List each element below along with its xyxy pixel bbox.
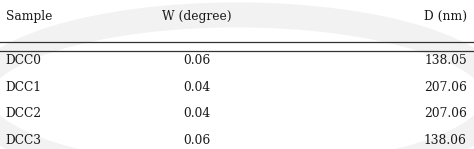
Text: DCC2: DCC2 [6,107,42,120]
Text: 0.04: 0.04 [183,107,210,120]
Text: Sample: Sample [6,10,52,23]
Text: D (nm): D (nm) [424,10,467,23]
Text: W (degree): W (degree) [162,10,231,23]
Text: 0.06: 0.06 [183,134,210,147]
Text: DCC1: DCC1 [6,81,42,94]
Text: DCC3: DCC3 [6,134,42,147]
Text: 138.06: 138.06 [424,134,467,147]
Text: 0.06: 0.06 [183,54,210,67]
Text: 207.06: 207.06 [424,81,467,94]
Text: 0.04: 0.04 [183,81,210,94]
Text: 207.06: 207.06 [424,107,467,120]
Text: DCC0: DCC0 [6,54,42,67]
Text: 138.05: 138.05 [424,54,467,67]
